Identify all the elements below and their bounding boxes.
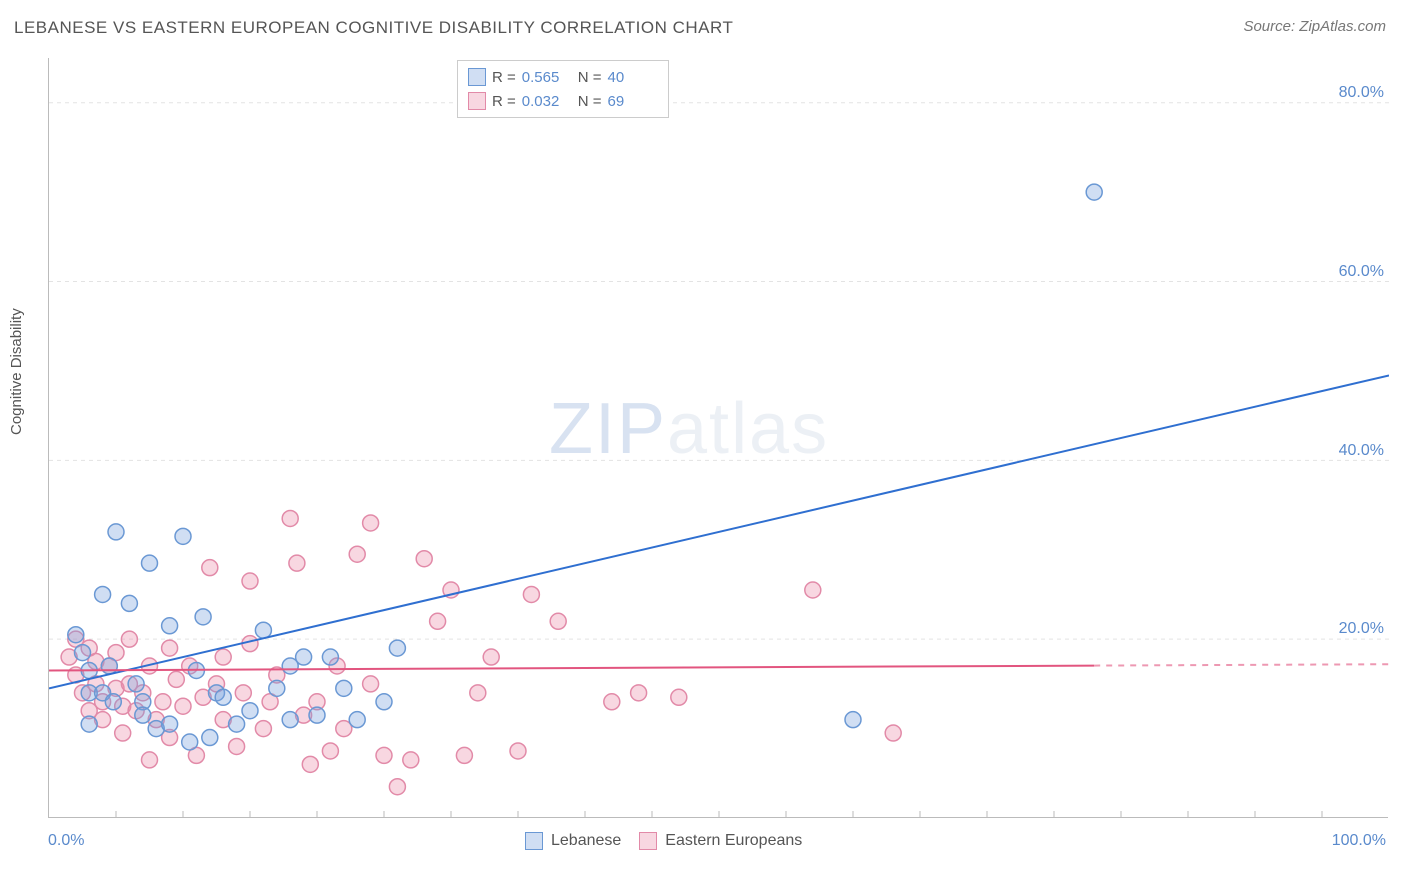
series-legend: Lebanese Eastern Europeans [525,832,802,850]
source-attribution: Source: ZipAtlas.com [1243,18,1386,35]
n-value-eastern: 69 [608,93,658,110]
ytick-20: 20.0% [1339,620,1384,638]
correlation-legend: R = 0.565 N = 40 R = 0.032 N = 69 [457,60,669,118]
ytick-80: 80.0% [1339,84,1384,102]
watermark: ZIPatlas [549,388,829,470]
ytick-40: 40.0% [1339,442,1384,460]
r-label-2: R = [492,93,516,110]
legend-item-lebanese: Lebanese [525,832,621,850]
watermark-bold: ZIP [549,389,667,469]
r-value-eastern: 0.032 [522,93,572,110]
y-axis-label: Cognitive Disability [8,308,25,435]
r-label: R = [492,69,516,86]
r-value-lebanese: 0.565 [522,69,572,86]
legend-label-lebanese: Lebanese [551,832,621,850]
swatch-eastern [468,92,486,110]
legend-row-eastern: R = 0.032 N = 69 [468,89,658,113]
xtick-min: 0.0% [48,832,84,850]
legend-item-eastern: Eastern Europeans [639,832,802,850]
n-label: N = [578,69,602,86]
swatch-lebanese [468,68,486,86]
n-label-2: N = [578,93,602,110]
chart-title: LEBANESE VS EASTERN EUROPEAN COGNITIVE D… [14,18,733,38]
ytick-60: 60.0% [1339,263,1384,281]
legend-label-eastern: Eastern Europeans [665,832,802,850]
plot-area: ZIPatlas R = 0.565 N = 40 R = 0.032 N = … [48,58,1388,818]
legend-row-lebanese: R = 0.565 N = 40 [468,65,658,89]
xtick-max: 100.0% [1332,832,1386,850]
watermark-light: atlas [667,389,829,469]
swatch-eastern-bottom [639,832,657,850]
chart-container: LEBANESE VS EASTERN EUROPEAN COGNITIVE D… [0,0,1406,892]
swatch-lebanese-bottom [525,832,543,850]
n-value-lebanese: 40 [608,69,658,86]
